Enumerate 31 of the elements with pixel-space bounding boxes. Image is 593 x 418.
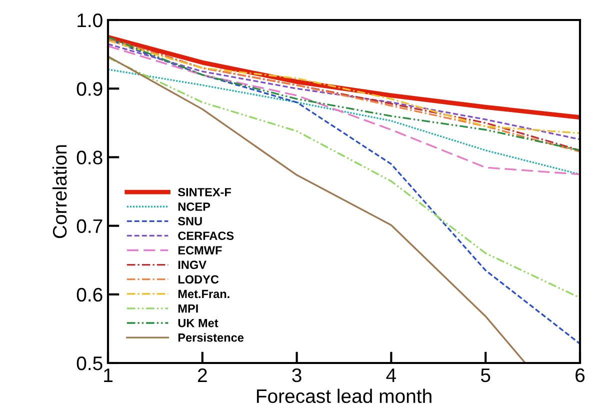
y-tick-label: 0.8: [76, 150, 102, 164]
legend-label: MPI: [178, 304, 198, 313]
x-axis-title: Forecast lead month: [256, 388, 432, 404]
legend-label: NCEP: [178, 202, 210, 211]
y-tick-label: 0.7: [76, 219, 102, 234]
legend-label: SNU: [178, 217, 202, 226]
legend-label: ECMWF: [178, 246, 222, 254]
y-tick-label: 0.9: [76, 82, 102, 96]
line-series: [108, 38, 580, 345]
y-axis-title: Correlation: [52, 145, 67, 238]
y-tick-label: 1.0: [78, 13, 102, 28]
legend-label: UK Met: [178, 318, 218, 328]
line-series: [108, 68, 580, 176]
x-tick-label: 2: [198, 368, 207, 382]
line-series: [108, 34, 580, 120]
line-series: [108, 45, 580, 176]
line-series: [108, 56, 526, 363]
x-tick-label: 4: [386, 368, 396, 382]
legend-label: Met.Fran.: [178, 290, 230, 298]
x-tick-label: 5: [480, 368, 490, 382]
legend-label: SINTEX-F: [178, 188, 232, 196]
legend-label: INGV: [178, 260, 206, 270]
y-tick-label: 0.5: [76, 356, 102, 370]
legend-label: LODYC: [178, 275, 219, 284]
x-tick-label: 3: [292, 368, 302, 382]
legend-label: CERFACS: [178, 232, 234, 240]
x-tick-label: 6: [576, 368, 585, 382]
y-tick-label: 0.6: [76, 288, 102, 302]
legend-label: Persistence: [178, 333, 244, 342]
x-tick-label: 1: [104, 368, 112, 382]
line-series: [108, 56, 580, 299]
